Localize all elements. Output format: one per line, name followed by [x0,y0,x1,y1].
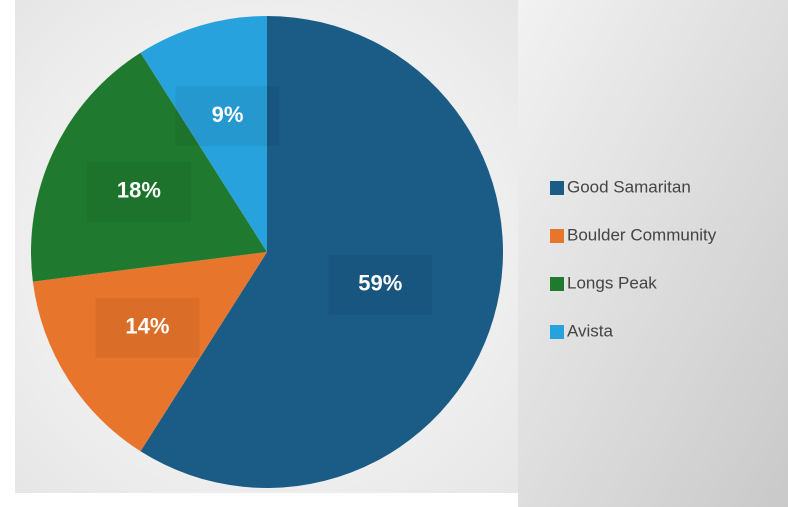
slice [32,252,267,452]
data-label: 59% [358,271,402,296]
legend-label: Longs Peak [567,273,657,292]
data-label: 14% [125,314,169,339]
label-box [175,86,280,147]
label-box [328,254,433,315]
slice [30,52,267,282]
pie: 59% 14% 18% 9% [30,16,504,488]
data-label: 18% [117,178,161,203]
legend: Good Samaritan Boulder Community Longs Pea… [550,177,717,340]
label-box [86,161,191,222]
label-box [95,297,200,358]
legend-label: Good Samaritan [567,177,691,196]
slice [140,16,267,252]
legend-label: Boulder Community [567,225,717,244]
legend-swatch [550,229,564,243]
legend-swatch [550,325,564,339]
legend-label: Avista [567,321,614,340]
legend-swatch [550,277,564,291]
legend-panel [518,0,788,507]
legend-swatch [550,181,564,195]
data-label: 9% [212,102,244,127]
slice [140,16,504,488]
